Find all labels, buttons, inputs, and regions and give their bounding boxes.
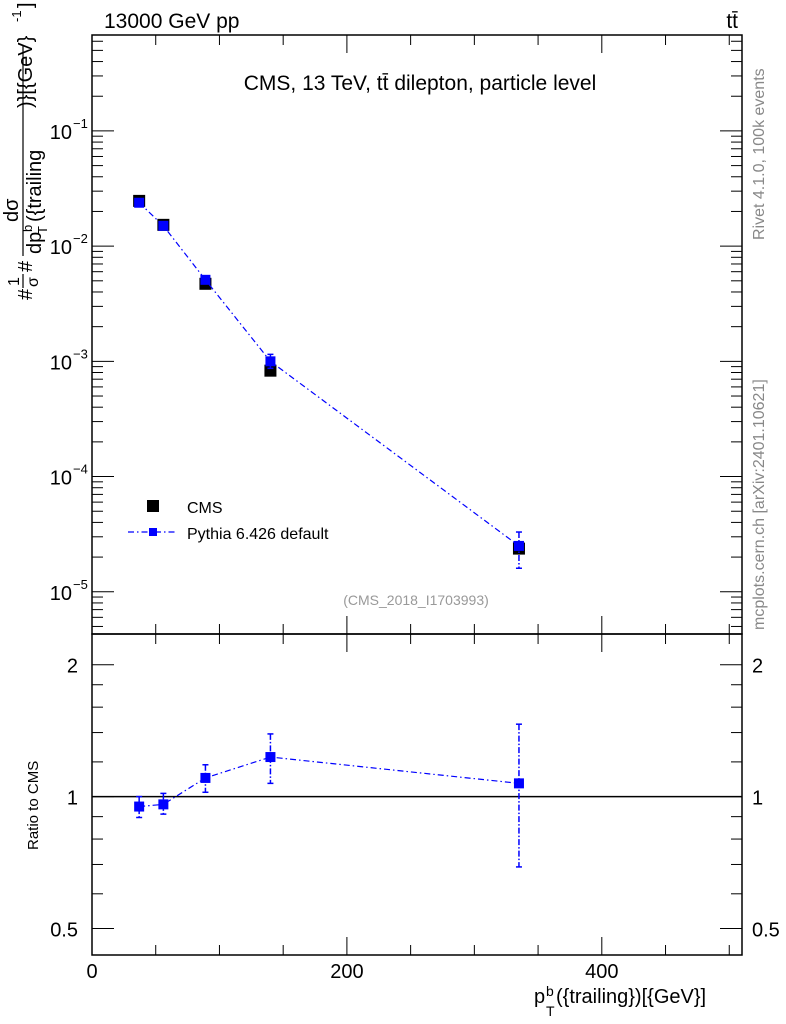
- y-tick-label: 10: [50, 583, 72, 605]
- y-tick-label: 10: [50, 237, 72, 259]
- ratio-y-tick-label-right: 2: [752, 656, 763, 678]
- xlabel-sub: T: [546, 1003, 555, 1019]
- ratio-y-tick-label-right: 1: [752, 788, 763, 810]
- legend: CMS Pythia 6.426 default: [128, 500, 329, 543]
- ylabel-tail: ({trailing: [24, 150, 46, 222]
- ratio-y-tick-label: 0.5: [50, 919, 78, 941]
- ylabel-sup: b: [20, 225, 35, 232]
- y-tick-label: 10: [50, 352, 72, 374]
- beam-label: 13000 GeV pp: [104, 10, 239, 33]
- main-panel-frame: [91, 34, 743, 635]
- plot-title: CMS, 13 TeV, tt̄ dilepton, particle leve…: [244, 72, 597, 95]
- y-tick-exponent: −5: [73, 577, 88, 592]
- mcplots-source-text: mcplots.cern.ch [arXiv:2401.10621]: [751, 379, 768, 630]
- x-tick-label: 200: [330, 961, 363, 983]
- ylabel-frac2-num: dσ: [1, 198, 23, 222]
- ratio-pythia-point: [200, 772, 211, 783]
- y-tick-exponent: −3: [73, 346, 88, 361]
- pythia-mc-line: [138, 202, 520, 547]
- ratio-pythia-point: [513, 778, 524, 789]
- y-tick-exponent: −4: [73, 462, 88, 477]
- ratio-pythia-point: [158, 799, 169, 810]
- pythia-mc-point: [513, 540, 524, 551]
- x-tick-label: 400: [585, 961, 618, 983]
- ratio-panel-frame: [91, 633, 743, 956]
- pythia-mc-point: [134, 197, 145, 208]
- y-tick-label: 10: [50, 122, 72, 144]
- y-tick-exponent: −1: [73, 116, 88, 131]
- legend-cms-marker: [147, 500, 159, 512]
- ylabel-exp: -1: [9, 10, 24, 22]
- ylabel-hash1: #: [15, 288, 37, 300]
- ratio-y-axis-label: Ratio to CMS: [25, 761, 42, 850]
- ylabel-sub: T: [35, 226, 50, 234]
- ratio-y-tick-label: 1: [67, 788, 78, 810]
- y-tick-exponent: −2: [73, 231, 88, 246]
- ylabel-frac1-den: σ: [25, 277, 42, 287]
- rivet-version-text: Rivet 4.1.0, 100k events: [751, 68, 768, 240]
- ylabel-hash2: #: [15, 260, 37, 272]
- process-label: tt̄: [726, 10, 738, 33]
- ylabel-close: )}[{GeV}: [15, 35, 37, 108]
- ylabel-frac2-den: dp: [24, 232, 46, 254]
- y-tick-label: 10: [50, 468, 72, 490]
- legend-cms-label: CMS: [187, 500, 223, 517]
- ylabel-end: ]: [15, 2, 37, 8]
- main-y-axis-label: # 1 σ # dσ dp b T ({trailing )}[{GeV} -1…: [1, 2, 50, 300]
- legend-pythia-marker: [149, 528, 157, 536]
- legend-pythia-label: Pythia 6.426 default: [187, 526, 329, 543]
- pythia-mc-point: [265, 356, 276, 367]
- ratio-pythia-line: [139, 756, 520, 808]
- xlabel-sup: b: [546, 983, 554, 999]
- x-axis-label: p b T ({trailing})[{GeV}]: [534, 983, 706, 1019]
- ylabel-frac1-num: 1: [6, 277, 23, 286]
- ratio-y-tick-label-right: 0.5: [752, 919, 780, 941]
- xlabel-rest: ({trailing})[{GeV}]: [556, 986, 706, 1008]
- pythia-mc-point: [158, 220, 169, 231]
- ratio-pythia-point: [134, 801, 145, 812]
- xlabel-p: p: [534, 986, 545, 1008]
- ratio-pythia-point: [265, 752, 276, 763]
- ratio-y-tick-label: 2: [67, 656, 78, 678]
- analysis-id-watermark: (CMS_2018_I1703993): [343, 592, 489, 608]
- x-tick-label: 0: [86, 961, 97, 983]
- pythia-mc-point: [200, 274, 211, 285]
